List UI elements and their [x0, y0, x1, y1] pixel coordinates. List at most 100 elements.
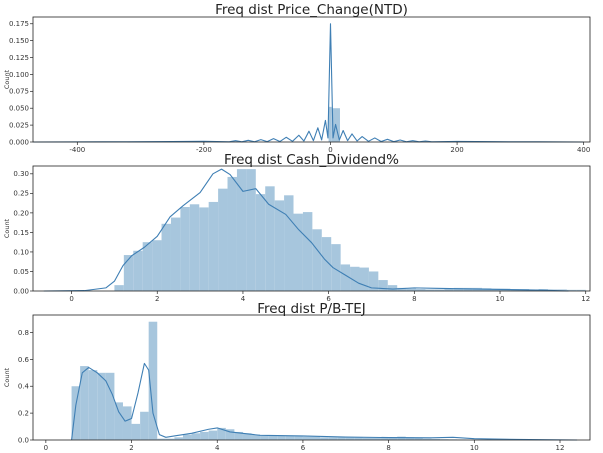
histogram-bar — [208, 201, 219, 291]
histogram-bar — [345, 437, 355, 440]
y-tick-label: 0.025 — [9, 122, 29, 130]
y-axis-label: Count — [3, 218, 11, 238]
y-tick-label: 0.20 — [13, 209, 29, 217]
histogram-bar — [251, 434, 261, 440]
y-tick-label: 0.075 — [9, 88, 29, 96]
histogram-bar — [170, 217, 181, 291]
histogram-bar — [268, 435, 278, 440]
x-tick-label: 4 — [215, 444, 220, 452]
chart-panel-pb-tej: 0.0 0.2 0.4 0.6 0.8 0 2 4 6 8 10 12 Count Freq dis… — [3, 301, 591, 452]
chart-panel-cash-dividend: 0.00 0.05 0.10 0.15 0.20 0.25 0.30 0 2 4 6 8 10 12 C… — [3, 152, 591, 303]
histogram-bar — [425, 289, 435, 291]
x-ticks: -400 -200 0 200 400 — [69, 142, 590, 154]
chart-title: Freq dist P/B-TEJ — [257, 301, 365, 317]
plot-frame — [32, 165, 591, 292]
histogram-bar — [277, 435, 286, 440]
x-tick-label: 400 — [577, 146, 590, 154]
histogram-bar — [208, 430, 218, 440]
x-ticks: 0 2 4 6 8 10 12 — [69, 291, 590, 303]
histogram-bar — [350, 266, 360, 291]
histogram-bar — [246, 169, 256, 292]
histogram-bar — [440, 439, 449, 440]
y-tick-label: 0.0 — [18, 436, 29, 444]
chart-title: Freq dist Price_Change(NTD) — [215, 2, 408, 18]
y-tick-label: 0.00 — [13, 287, 29, 295]
histogram-bar — [557, 289, 567, 291]
histogram-bars — [114, 169, 586, 292]
y-axis-label: Count — [3, 367, 11, 387]
histogram-bar — [576, 289, 586, 291]
x-tick-label: -400 — [69, 146, 85, 154]
histogram-bar — [80, 366, 89, 440]
histogram-bar — [321, 237, 332, 291]
kde-line — [71, 362, 578, 441]
y-tick-label: 0.150 — [9, 37, 29, 45]
histogram-bar — [217, 427, 226, 440]
y-tick-label: 0.6 — [18, 356, 30, 364]
y-tick-label: 0.175 — [9, 20, 29, 28]
histogram-bar — [414, 437, 423, 440]
y-tick-label: 0.4 — [18, 383, 30, 391]
histogram-bar — [397, 436, 406, 440]
histogram-bar — [463, 287, 473, 292]
chart-panel-price-change: 0.000 0.025 0.050 0.075 0.100 0.125 0.150 0.175… — [3, 2, 591, 154]
histogram-bar — [114, 285, 124, 291]
x-tick-label: 0 — [69, 295, 73, 303]
histogram-bar — [191, 433, 201, 440]
histogram-bar — [199, 207, 209, 291]
x-tick-label: -200 — [196, 146, 212, 154]
histogram-bar — [378, 280, 388, 291]
y-tick-label: 0.2 — [18, 410, 29, 418]
histogram-bar — [218, 188, 228, 291]
histogram-bar — [406, 288, 417, 291]
histogram-bar — [328, 106, 332, 142]
y-tick-label: 0.10 — [13, 248, 29, 256]
histogram-bar — [311, 436, 321, 440]
histogram-bar — [142, 242, 153, 291]
histogram-bar — [320, 437, 329, 440]
histogram-bar — [362, 437, 372, 440]
histogram-bar — [123, 255, 134, 291]
histogram-bar — [284, 195, 294, 291]
histogram-bar — [380, 437, 389, 440]
y-ticks: 0.000 0.025 0.050 0.075 0.100 0.125 0.150 0.175 — [9, 20, 33, 146]
x-tick-label: 0 — [44, 444, 48, 452]
histogram-bar — [200, 431, 209, 440]
histogram-bar — [225, 429, 235, 440]
x-tick-label: 8 — [412, 295, 416, 303]
x-tick-label: 200 — [450, 146, 463, 154]
histogram-bar — [302, 436, 312, 440]
histogram-bar — [131, 423, 141, 440]
histogram-bar — [260, 435, 269, 440]
histogram-bar — [285, 435, 295, 440]
y-tick-label: 0.30 — [13, 170, 29, 178]
y-tick-label: 0.000 — [9, 138, 29, 146]
x-tick-label: 12 — [556, 444, 565, 452]
histogram-bar — [397, 287, 407, 292]
histogram-bar — [328, 437, 338, 440]
histogram-bar — [114, 402, 123, 440]
histogram-bar — [161, 223, 171, 291]
histogram-bars — [71, 321, 501, 440]
x-tick-label: 12 — [581, 295, 590, 303]
histogram-bar — [431, 438, 441, 440]
histogram-bar — [566, 289, 577, 291]
histogram-bar — [180, 207, 190, 291]
x-tick-label: 6 — [326, 295, 331, 303]
histogram-bar — [265, 186, 275, 291]
histogram-bar — [122, 406, 132, 440]
histogram-bar — [354, 437, 363, 440]
y-ticks: 0.0 0.2 0.4 0.6 0.8 — [18, 329, 33, 444]
histogram-bar — [255, 194, 266, 292]
histogram-bar — [387, 285, 398, 291]
histogram-bar — [434, 289, 445, 291]
histogram-bar — [105, 372, 115, 440]
histogram-bar — [157, 438, 166, 440]
y-tick-label: 0.125 — [9, 54, 29, 62]
x-tick-label: 0 — [328, 146, 332, 154]
histogram-bar — [236, 169, 247, 292]
histogram-bar — [174, 437, 183, 440]
x-ticks: 0 2 4 6 8 10 12 — [44, 440, 565, 452]
x-tick-label: 8 — [386, 444, 390, 452]
histogram-bar — [152, 240, 162, 291]
